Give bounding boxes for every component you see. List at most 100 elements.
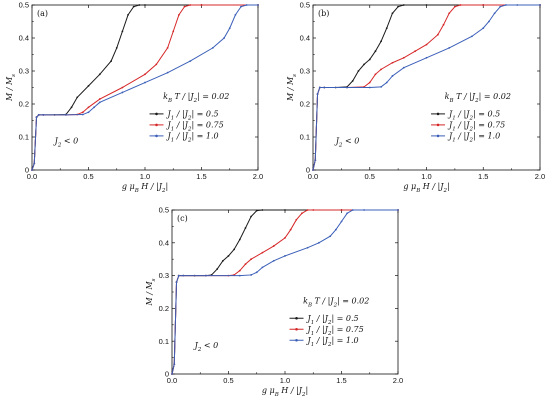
series-point-3 — [488, 20, 490, 23]
x-tick-label: 1.5 — [478, 172, 488, 181]
series-point-3 — [33, 162, 36, 165]
series-point-3 — [175, 281, 178, 284]
legend-marker-3 — [436, 134, 440, 138]
series-point-3 — [42, 113, 45, 116]
y-tick-label: 0.2 — [300, 100, 310, 109]
x-tick-label: 0.0 — [27, 172, 37, 181]
series-point-3 — [471, 35, 473, 38]
series-point-1 — [127, 14, 129, 16]
series-point-2 — [459, 4, 462, 6]
series-point-3 — [385, 81, 388, 84]
series-point-3 — [499, 5, 502, 8]
series-point-3 — [35, 116, 38, 119]
series-point-3 — [397, 209, 399, 211]
series-point-2 — [155, 63, 158, 66]
series-point-3 — [211, 47, 214, 49]
series-point-2 — [482, 4, 485, 6]
series-point-1 — [385, 27, 388, 29]
series-point-1 — [357, 70, 360, 72]
x-tick-label: 2.0 — [393, 376, 403, 385]
series-point-3 — [306, 246, 309, 249]
series-point-1 — [98, 73, 101, 76]
series-point-2 — [448, 12, 451, 15]
legend-entry-3: J1 / |J2| = 1.0 — [447, 132, 500, 144]
series-point-1 — [115, 47, 118, 49]
series-point-3 — [346, 86, 348, 89]
temperature-annotation: kB T / |J2| = 0.02 — [303, 296, 369, 308]
series-point-3 — [255, 271, 258, 274]
y-tick-label: 0.3 — [300, 67, 310, 76]
y-tick-label: 0.5 — [19, 1, 29, 10]
y-tick-label: 0.4 — [300, 34, 310, 43]
panel-label: (a) — [37, 9, 48, 18]
series-point-1 — [363, 63, 365, 66]
series-point-1 — [391, 12, 394, 15]
series-point-3 — [87, 111, 90, 114]
legend-marker-1 — [295, 316, 298, 320]
x-tick-label: 0.0 — [308, 172, 318, 181]
legend-marker-1 — [436, 112, 440, 116]
series-point-1 — [425, 4, 428, 6]
series-point-1 — [238, 238, 241, 241]
j2-annotation: J2 < 0 — [53, 137, 79, 149]
legend-marker-2 — [155, 123, 158, 127]
series-point-2 — [289, 228, 292, 231]
y-tick-label: 0.2 — [19, 100, 29, 109]
y-tick-label: 0.5 — [159, 206, 169, 215]
series-point-2 — [272, 245, 275, 247]
series-point-3 — [250, 274, 253, 276]
y-tick-label: 0 — [25, 166, 29, 175]
legend-entry-2: J1 / |J2| = 0.75 — [447, 121, 505, 133]
legend-entry-2: J1 / |J2| = 0.75 — [306, 325, 364, 337]
series-point-1 — [121, 30, 124, 33]
y-tick-label: 0.1 — [19, 133, 29, 142]
series-point-1 — [250, 215, 253, 218]
series-point-3 — [402, 66, 405, 69]
x-axis-label: g μB H / |J2| — [122, 182, 168, 194]
series-point-3 — [363, 209, 365, 211]
panel-label: (c) — [177, 214, 188, 223]
y-tick-label: 0 — [306, 166, 310, 175]
series-point-1 — [374, 50, 377, 53]
legend-marker-1 — [155, 112, 158, 116]
series-point-3 — [166, 71, 169, 74]
series-point-2 — [81, 111, 84, 114]
series-point-3 — [516, 4, 519, 6]
series-point-1 — [284, 209, 286, 211]
x-tick-label: 1.0 — [280, 376, 290, 385]
series-point-1 — [144, 4, 146, 6]
legend-entry-3: J1 / |J2| = 1.0 — [306, 336, 359, 348]
series-point-3 — [318, 241, 320, 244]
y-tick-label: 0.4 — [19, 34, 29, 43]
series-point-3 — [257, 4, 259, 6]
series-point-1 — [138, 4, 141, 6]
j2-annotation: J2 < 0 — [334, 137, 360, 149]
series-point-3 — [81, 113, 84, 116]
y-axis-label: M / Ms — [145, 278, 157, 306]
series-point-3 — [539, 4, 541, 6]
series-point-3 — [323, 86, 326, 89]
series-point-2 — [87, 106, 90, 109]
series-point-1 — [227, 255, 230, 257]
series-point-3 — [368, 86, 371, 89]
y-tick-label: 0.3 — [159, 271, 169, 280]
series-point-2 — [340, 209, 343, 211]
series-point-2 — [425, 43, 428, 46]
legend-entry-2: J1 / |J2| = 0.75 — [166, 121, 224, 133]
series-point-3 — [505, 4, 507, 6]
series-point-3 — [316, 93, 319, 95]
series-point-3 — [177, 274, 180, 277]
series-point-1 — [76, 96, 79, 99]
series-point-3 — [173, 363, 176, 366]
series-point-2 — [414, 50, 417, 53]
series-point-2 — [121, 86, 124, 89]
legend-entry-3: J1 / |J2| = 1.0 — [166, 132, 219, 144]
chart-panel-3: 0.0 0.5 1.0 1.5 2.0 0 0.1 0.2 0.3 0.4 0.5 g μB H / … — [145, 206, 403, 398]
legend-entry-1: J1 / |J2| = 0.5 — [166, 110, 219, 122]
series-point-1 — [380, 40, 382, 43]
series-point-3 — [482, 27, 485, 29]
y-axis-label: M / Ms — [286, 74, 298, 102]
series-point-2 — [380, 68, 382, 71]
series-point-2 — [306, 209, 309, 211]
series-point-1 — [402, 4, 405, 6]
